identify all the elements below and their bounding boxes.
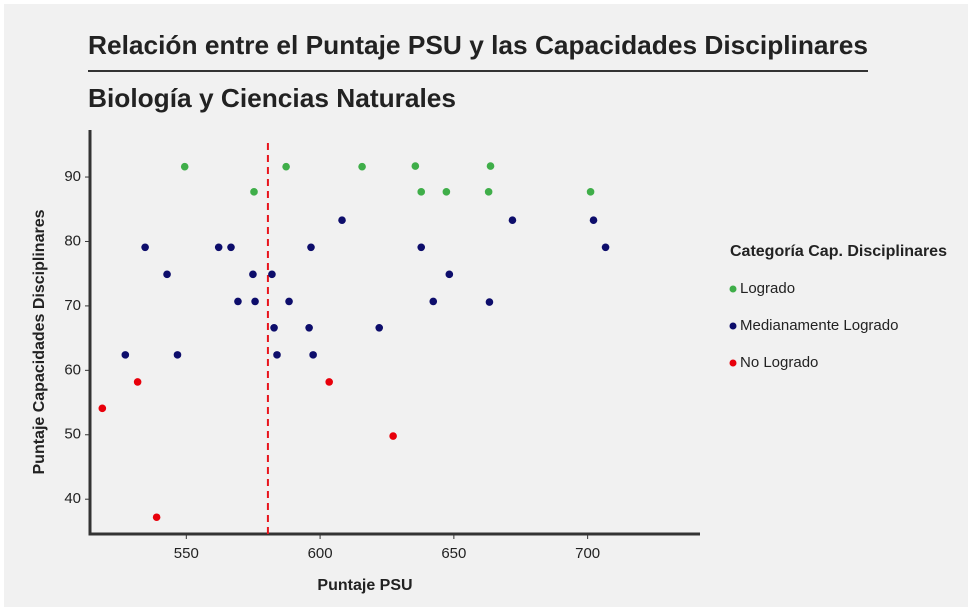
point <box>121 351 130 359</box>
point <box>325 378 333 386</box>
point <box>442 188 451 196</box>
point <box>268 270 276 279</box>
x-axis-label: Puntaje PSU <box>317 577 412 594</box>
point <box>250 188 258 196</box>
x-tick-label: 650 <box>441 545 466 562</box>
point <box>234 297 242 306</box>
point <box>589 216 598 225</box>
legend-label: No Logrado <box>740 354 818 371</box>
point <box>249 270 257 279</box>
point <box>282 162 290 171</box>
x-tick-label: 600 <box>308 545 333 562</box>
y-tick-label: 70 <box>64 297 81 314</box>
y-tick-label: 80 <box>64 232 81 249</box>
point <box>133 378 142 386</box>
legend-label: Medianamente Logrado <box>740 317 898 334</box>
point <box>586 188 595 196</box>
y-tick-label: 40 <box>64 490 81 507</box>
y-tick-label: 60 <box>64 361 81 378</box>
chart-subtitle: Biología y Ciencias Naturales <box>88 83 456 113</box>
point <box>251 297 259 306</box>
legend-title: Categoría Cap. Disciplinares <box>730 243 947 260</box>
point <box>98 404 107 413</box>
point <box>358 162 366 171</box>
point <box>485 298 494 306</box>
x-tick-label: 700 <box>575 545 600 562</box>
point <box>163 270 171 279</box>
y-axis-label: Puntaje Capacidades Disciplinares <box>31 209 48 474</box>
legend-swatch <box>729 359 737 367</box>
chart-title: Relación entre el Puntaje PSU y las Capa… <box>88 30 868 60</box>
background <box>4 4 968 607</box>
point <box>273 351 281 359</box>
point <box>445 270 454 279</box>
point <box>486 162 495 170</box>
point <box>152 513 161 522</box>
point <box>417 243 426 252</box>
point <box>411 162 420 170</box>
point <box>338 216 346 225</box>
point <box>484 188 493 196</box>
point <box>417 188 426 196</box>
point <box>141 243 149 252</box>
point <box>305 324 313 332</box>
legend-label: Logrado <box>740 280 795 297</box>
point <box>214 243 223 252</box>
point <box>270 324 278 332</box>
y-tick-label: 50 <box>64 426 81 443</box>
point <box>375 324 384 332</box>
point <box>389 432 397 440</box>
x-tick-label: 550 <box>174 545 199 562</box>
point <box>429 297 438 306</box>
point <box>508 216 517 225</box>
y-tick-label: 90 <box>64 168 81 185</box>
point <box>180 162 189 171</box>
legend-swatch <box>729 285 737 293</box>
point <box>227 243 235 252</box>
point <box>309 351 317 359</box>
point <box>285 297 293 306</box>
legend-swatch <box>729 322 737 330</box>
point <box>307 243 315 252</box>
point <box>601 243 610 252</box>
point <box>173 351 182 359</box>
